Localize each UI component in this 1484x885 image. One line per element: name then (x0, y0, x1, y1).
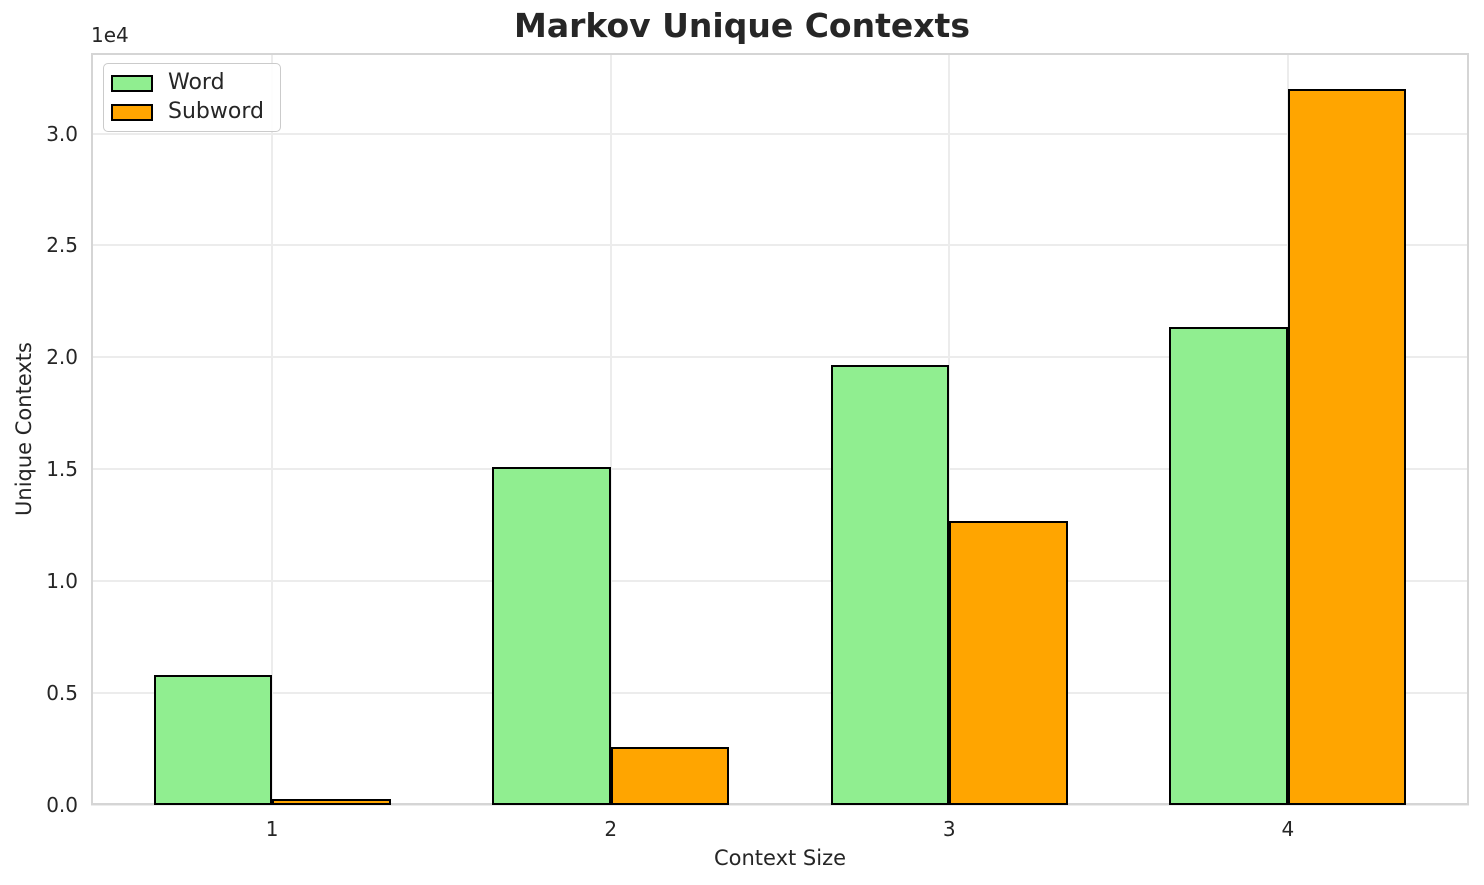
horizontal-gridline (91, 692, 1469, 695)
bar-subword-context-2 (610, 746, 730, 805)
y-axis-offset-text: 1e4 (91, 23, 129, 47)
bar-word-context-2 (492, 467, 611, 805)
legend-label-word: Word (168, 70, 225, 95)
y-tick-label: 0.0 (46, 793, 78, 817)
horizontal-gridline (91, 132, 1469, 135)
bar-word-context-4 (1169, 327, 1288, 805)
bar-subword-context-4 (1287, 88, 1407, 805)
legend: Word Subword (103, 63, 281, 132)
bars (91, 53, 1469, 805)
plot-area: Word Subword (91, 53, 1469, 806)
subword-swatch-icon (111, 103, 153, 121)
y-tick-label: 2.0 (46, 345, 78, 370)
bar-subword-context-3 (949, 520, 1068, 805)
bar-word-context-3 (830, 365, 950, 805)
x-tick-label: 1 (265, 817, 279, 841)
vertical-gridline (948, 53, 951, 805)
legend-label-subword: Subword (168, 99, 264, 124)
horizontal-gridline (91, 356, 1469, 359)
y-tick-label: 2.5 (46, 233, 78, 258)
y-tick-label: 3.0 (46, 121, 78, 146)
chart-title: Markov Unique Contexts (514, 6, 970, 45)
horizontal-gridline (91, 804, 1469, 806)
horizontal-gridline (91, 244, 1469, 247)
y-tick-label: 1.0 (46, 569, 78, 594)
y-tick-label: 0.5 (46, 681, 78, 706)
horizontal-gridline (91, 580, 1469, 583)
legend-item-word: Word (111, 71, 264, 95)
x-tick-label: 2 (604, 817, 618, 841)
word-swatch-icon (111, 74, 153, 92)
x-axis-label: Context Size (713, 846, 847, 870)
bar-subword-context-1 (272, 798, 391, 805)
vertical-gridline (609, 53, 612, 805)
vertical-gridline (271, 53, 274, 805)
horizontal-gridline (91, 468, 1469, 471)
bar-word-context-1 (153, 675, 273, 805)
y-tick-label: 1.5 (46, 457, 78, 482)
x-tick-label: 4 (1281, 817, 1295, 841)
x-tick-label: 3 (942, 817, 956, 841)
legend-item-subword: Subword (111, 100, 264, 124)
